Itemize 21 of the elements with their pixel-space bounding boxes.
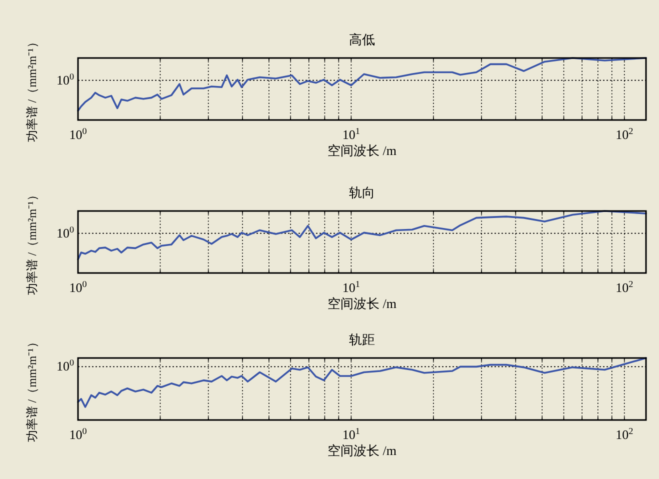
text: 10$^{0}$ bbox=[56, 71, 74, 88]
chart-title: 轨距 bbox=[349, 332, 375, 347]
x-axis-title: 空间波长 /m bbox=[328, 443, 396, 458]
x-tick-label: 10$^{0}$ bbox=[69, 126, 88, 142]
y-axis-title: 功率谱 /（mm²m⁻¹） bbox=[25, 336, 39, 442]
x-tick-label: 10$^{0}$ bbox=[69, 279, 88, 295]
x-tick-label: 10$^{1}$ bbox=[342, 126, 360, 142]
x-tick-label: 10$^{1}$ bbox=[342, 279, 360, 295]
chart-title: 高低 bbox=[349, 32, 375, 47]
y-axis-title: 功率谱 /（mm²m⁻¹） bbox=[25, 36, 39, 142]
y-axis-title: 功率谱 /（mm²m⁻¹） bbox=[25, 189, 39, 295]
text: 10$^{0}$ bbox=[56, 224, 74, 240]
text: 10$^{0}$ bbox=[56, 358, 74, 374]
x-axis-title: 空间波长 /m bbox=[328, 143, 396, 158]
x-axis-title: 空间波长 /m bbox=[328, 296, 396, 311]
x-tick-label: 10$^{1}$ bbox=[342, 426, 360, 442]
x-tick-label: 10$^{2}$ bbox=[616, 279, 634, 295]
x-tick-label: 10$^{2}$ bbox=[616, 126, 634, 142]
x-tick-label: 10$^{0}$ bbox=[69, 426, 88, 442]
chart-title: 轨向 bbox=[349, 185, 375, 200]
x-tick-label: 10$^{2}$ bbox=[616, 426, 634, 442]
